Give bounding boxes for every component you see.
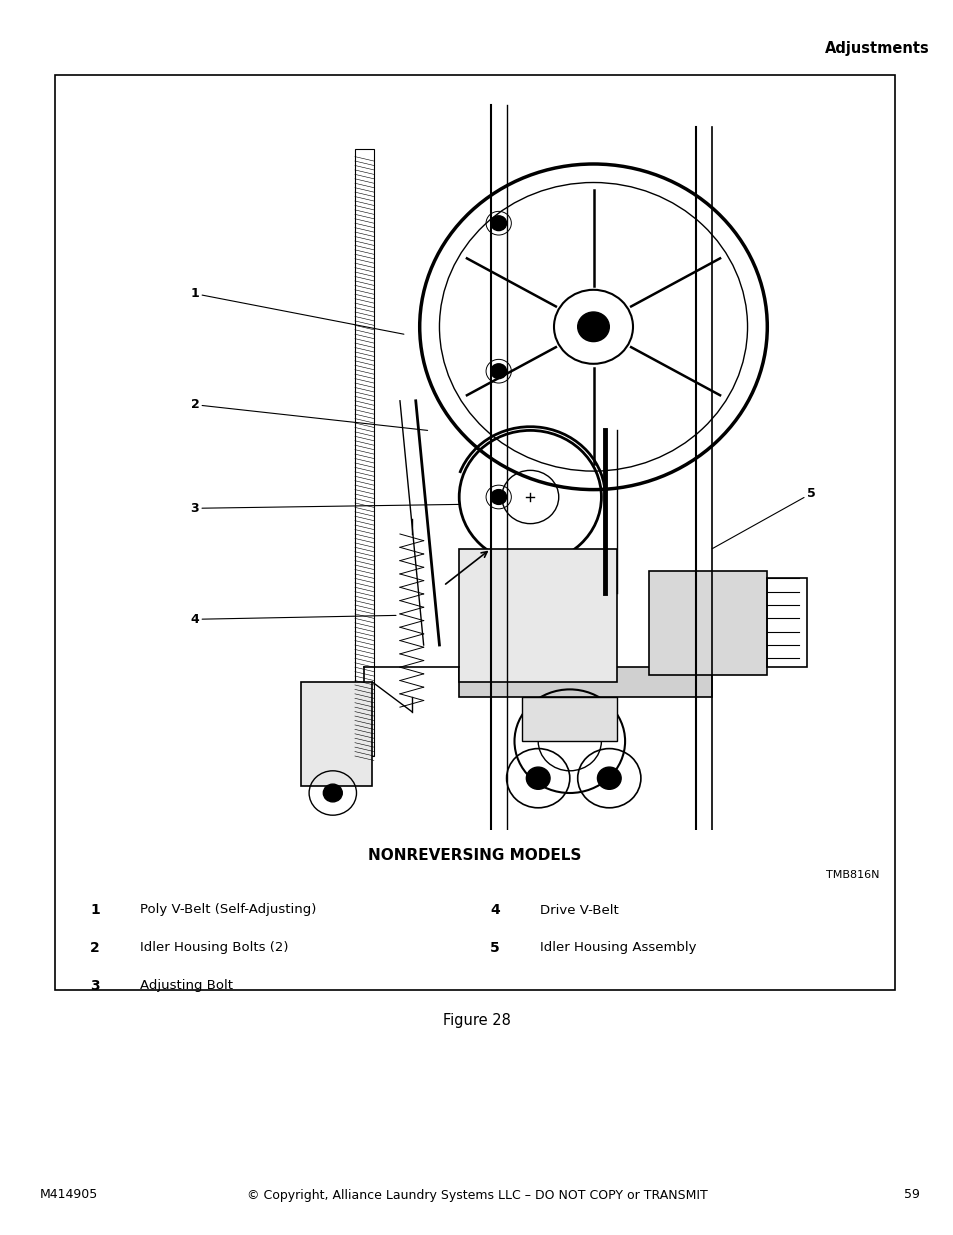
Text: NONREVERSING MODELS: NONREVERSING MODELS <box>368 847 581 862</box>
Bar <box>355 149 374 756</box>
Text: 1: 1 <box>191 288 403 335</box>
Circle shape <box>526 767 550 789</box>
Text: M414905: M414905 <box>40 1188 98 1202</box>
Text: TMB816N: TMB816N <box>825 869 879 881</box>
Bar <box>458 667 711 697</box>
Circle shape <box>323 784 342 802</box>
Text: Adjusting Bolt: Adjusting Bolt <box>140 979 233 993</box>
Circle shape <box>597 767 620 789</box>
Text: 2: 2 <box>90 941 100 955</box>
Text: Idler Housing Bolts (2): Idler Housing Bolts (2) <box>140 941 288 955</box>
Text: 5: 5 <box>711 487 815 548</box>
Text: 5: 5 <box>490 941 499 955</box>
Circle shape <box>490 489 506 504</box>
Text: 4: 4 <box>191 613 395 626</box>
Text: Figure 28: Figure 28 <box>442 1013 511 1028</box>
Text: 3: 3 <box>191 501 458 515</box>
Circle shape <box>490 364 506 379</box>
Text: 59: 59 <box>903 1188 919 1202</box>
Text: 3: 3 <box>90 979 99 993</box>
Text: 1: 1 <box>90 903 100 918</box>
Bar <box>301 682 372 785</box>
Bar <box>766 578 806 667</box>
Bar <box>458 548 617 682</box>
Circle shape <box>490 216 506 231</box>
Text: © Copyright, Alliance Laundry Systems LLC – DO NOT COPY or TRANSMIT: © Copyright, Alliance Laundry Systems LL… <box>247 1188 706 1202</box>
Text: Idler Housing Assembly: Idler Housing Assembly <box>539 941 696 955</box>
Text: 2: 2 <box>191 398 427 431</box>
Circle shape <box>578 312 609 342</box>
Text: Adjustments: Adjustments <box>824 41 929 56</box>
Text: Poly V-Belt (Self-Adjusting): Poly V-Belt (Self-Adjusting) <box>140 904 316 916</box>
Bar <box>648 571 766 674</box>
Bar <box>55 75 894 990</box>
Bar <box>522 697 617 741</box>
Text: Drive V-Belt: Drive V-Belt <box>539 904 618 916</box>
Text: 4: 4 <box>490 903 499 918</box>
